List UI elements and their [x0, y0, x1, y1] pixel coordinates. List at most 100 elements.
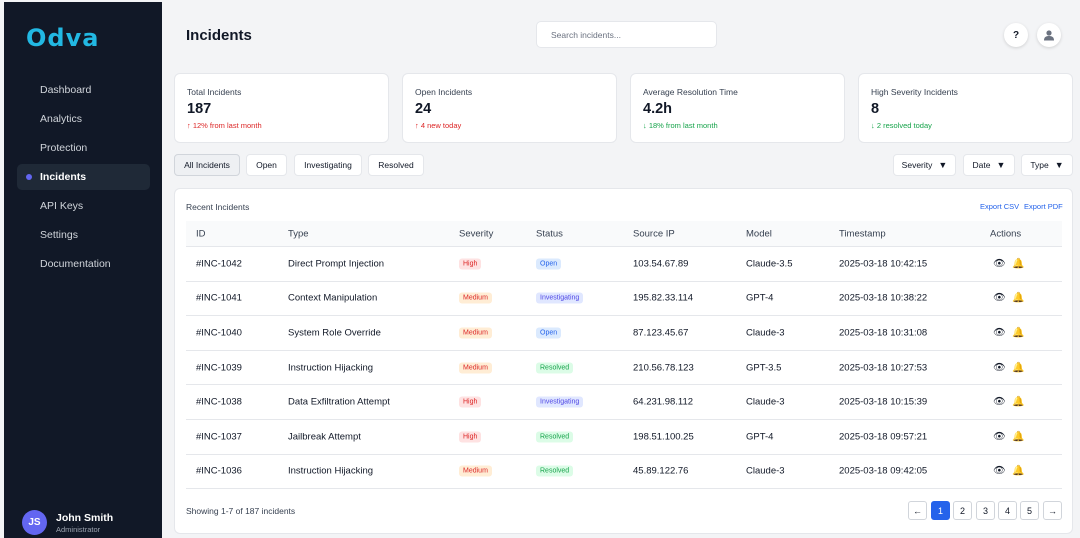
status-badge: Open: [536, 258, 562, 270]
bell-icon[interactable]: 🔔: [1012, 258, 1025, 270]
incident-id[interactable]: #INC-1039: [196, 362, 242, 374]
sidebar-item-incidents[interactable]: Incidents: [17, 164, 150, 190]
eye-icon[interactable]: 👁: [993, 396, 1006, 408]
odva-logo[interactable]: Odva: [26, 24, 99, 52]
severity-badge: High: [459, 396, 482, 408]
page-title: Incidents: [186, 27, 252, 44]
column-header-model[interactable]: Model: [746, 228, 772, 239]
incident-id[interactable]: #INC-1036: [196, 465, 242, 477]
stat-value: 24: [415, 101, 432, 117]
arrow-left-icon: ←: [913, 505, 922, 516]
sidebar-item-label: Incidents: [40, 171, 87, 183]
sidebar-item-label: Dashboard: [40, 84, 92, 96]
incident-id[interactable]: #INC-1038: [196, 396, 242, 408]
incident-type: Jailbreak Attempt: [288, 431, 361, 443]
filter-tab-investigating[interactable]: Investigating: [294, 154, 362, 176]
filter-tab-open[interactable]: Open: [246, 154, 287, 176]
filter-tab-resolved[interactable]: Resolved: [368, 154, 424, 176]
avatar: JS: [22, 510, 47, 535]
bell-icon[interactable]: 🔔: [1012, 292, 1025, 304]
sidebar-item-protection[interactable]: Protection: [17, 135, 150, 161]
incident-id[interactable]: #INC-1040: [196, 327, 242, 339]
source-ip: 87.123.45.67: [633, 327, 689, 339]
column-header-type[interactable]: Type: [288, 228, 309, 239]
page-button-3[interactable]: 3: [976, 501, 995, 520]
status-badge: Resolved: [536, 465, 574, 477]
bell-icon[interactable]: 🔔: [1012, 465, 1025, 477]
column-header-status[interactable]: Status: [536, 228, 563, 239]
source-ip: 198.51.100.25: [633, 431, 694, 443]
incident-id[interactable]: #INC-1041: [196, 292, 242, 304]
bell-icon[interactable]: 🔔: [1012, 362, 1025, 374]
model-name: Claude-3: [746, 396, 785, 408]
model-name: GPT-4: [746, 431, 774, 443]
user-profile[interactable]: JS John Smith Administrator: [22, 510, 113, 535]
date-dropdown[interactable]: Date ▼: [963, 154, 1015, 176]
user-info: John Smith Administrator: [56, 512, 113, 534]
incident-id[interactable]: #INC-1037: [196, 431, 242, 443]
stat-card-high-severity: High Severity Incidents 8 ↓ 2 resolved t…: [858, 73, 1073, 143]
sidebar-item-dashboard[interactable]: Dashboard: [17, 77, 150, 103]
sidebar-item-settings[interactable]: Settings: [17, 222, 150, 248]
severity-badge: High: [459, 258, 482, 270]
arrow-right-icon: →: [1048, 505, 1057, 516]
bell-icon[interactable]: 🔔: [1012, 327, 1025, 339]
status-badge: Investigating: [536, 396, 584, 408]
eye-icon[interactable]: 👁: [993, 292, 1006, 304]
bell-icon[interactable]: 🔔: [1012, 431, 1025, 443]
timestamp: 2025-03-18 10:42:15: [839, 258, 928, 270]
eye-icon[interactable]: 👁: [993, 465, 1006, 477]
table-row[interactable]: #INC-1038 Data Exfiltration Attempt High…: [186, 385, 1062, 420]
table-row[interactable]: #INC-1036 Instruction Hijacking Medium R…: [186, 455, 1062, 490]
timestamp: 2025-03-18 10:38:22: [839, 292, 928, 304]
stat-label: High Severity Incidents: [871, 87, 958, 97]
eye-icon[interactable]: 👁: [993, 431, 1006, 443]
page-button-2[interactable]: 2: [953, 501, 972, 520]
source-ip: 45.89.122.76: [633, 465, 689, 477]
model-name: GPT-4: [746, 292, 774, 304]
eye-icon[interactable]: 👁: [993, 258, 1006, 270]
table-row[interactable]: #INC-1039 Instruction Hijacking Medium R…: [186, 351, 1062, 386]
table-row[interactable]: #INC-1041 Context Manipulation Medium In…: [186, 282, 1062, 317]
incident-type: Context Manipulation: [288, 292, 378, 304]
help-icon: ?: [1012, 29, 1020, 41]
filter-tab-all-incidents[interactable]: All Incidents: [174, 154, 240, 176]
sidebar-item-api-keys[interactable]: API Keys: [17, 193, 150, 219]
eye-icon[interactable]: 👁: [993, 362, 1006, 374]
timestamp: 2025-03-18 10:27:53: [839, 362, 928, 374]
eye-icon[interactable]: 👁: [993, 327, 1006, 339]
filter-tab-label: Open: [256, 160, 277, 170]
sidebar-item-label: Analytics: [40, 113, 83, 125]
dropdown-label: Type: [1030, 160, 1049, 170]
page-button-1[interactable]: 1: [931, 501, 950, 520]
page-button-4[interactable]: 4: [998, 501, 1017, 520]
table-row[interactable]: #INC-1042 Direct Prompt Injection High O…: [186, 247, 1062, 282]
table-row[interactable]: #INC-1037 Jailbreak Attempt High Resolve…: [186, 420, 1062, 455]
page-button-5[interactable]: 5: [1020, 501, 1039, 520]
sidebar-item-label: API Keys: [40, 200, 84, 212]
sidebar-item-documentation[interactable]: Documentation: [17, 251, 150, 277]
incident-id[interactable]: #INC-1042: [196, 258, 242, 270]
table-row[interactable]: #INC-1040 System Role Override Medium Op…: [186, 316, 1062, 351]
column-header-id[interactable]: ID: [196, 228, 206, 239]
profile-button[interactable]: [1037, 23, 1061, 47]
export-pdf-link[interactable]: Export PDF: [1024, 202, 1063, 211]
sidebar-item-label: Protection: [40, 142, 88, 154]
incident-type: Instruction Hijacking: [288, 362, 374, 374]
search-input[interactable]: [536, 21, 717, 48]
stat-trend: ↓ 2 resolved today: [871, 121, 932, 130]
prev-page-button[interactable]: ←: [908, 501, 927, 520]
timestamp: 2025-03-18 09:42:05: [839, 465, 928, 477]
column-header-severity[interactable]: Severity: [459, 228, 494, 239]
help-button[interactable]: ?: [1004, 23, 1028, 47]
source-ip: 64.231.98.112: [633, 396, 694, 408]
column-header-source-ip[interactable]: Source IP: [633, 228, 675, 239]
sidebar-item-analytics[interactable]: Analytics: [17, 106, 150, 132]
bell-icon[interactable]: 🔔: [1012, 396, 1025, 408]
severity-dropdown[interactable]: Severity ▼: [893, 154, 956, 176]
type-dropdown[interactable]: Type ▼: [1021, 154, 1073, 176]
sidebar-item-label: Settings: [40, 229, 78, 241]
export-csv-link[interactable]: Export CSV: [980, 202, 1020, 211]
next-page-button[interactable]: →: [1043, 501, 1062, 520]
column-header-timestamp[interactable]: Timestamp: [839, 228, 886, 239]
